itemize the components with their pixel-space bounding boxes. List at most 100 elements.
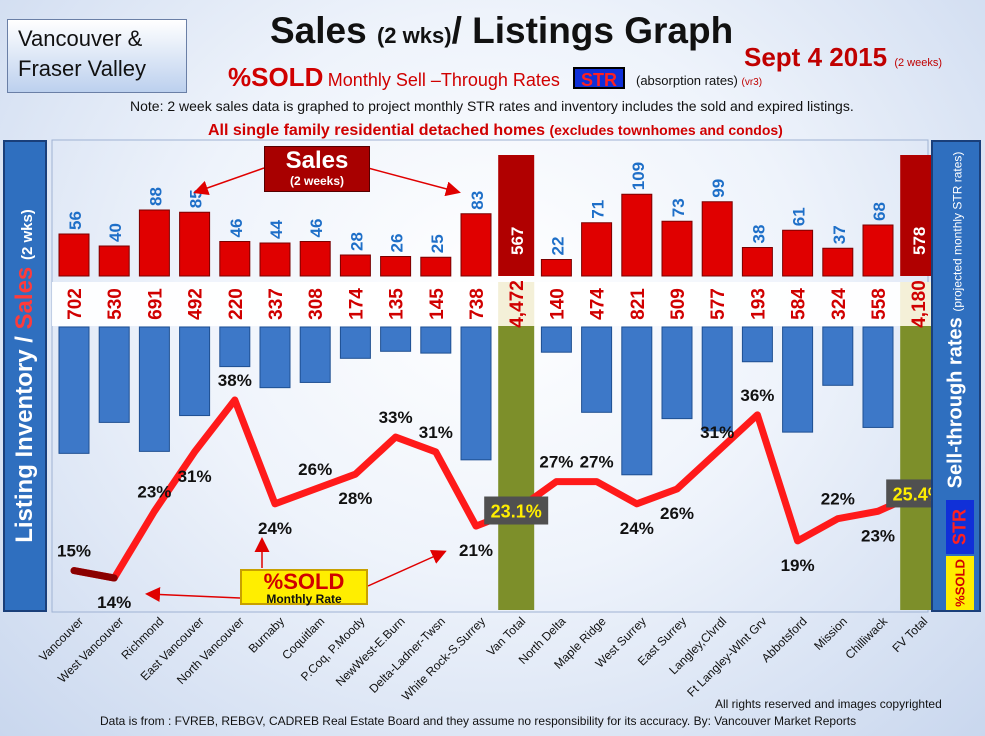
inventory-bar xyxy=(299,326,331,383)
sales-callout-title: Sales xyxy=(285,147,349,174)
sales-value-label: 46 xyxy=(307,219,326,238)
str-percent-label: 31% xyxy=(700,423,734,442)
inventory-value-label: 821 xyxy=(628,288,649,320)
str-percent-label: 14% xyxy=(97,593,131,612)
sold-vertical-text: %SOLD xyxy=(952,559,968,607)
sales-value-label: 99 xyxy=(709,179,728,198)
inventory-bar xyxy=(219,326,251,368)
rights-note: All rights reserved and images copyright… xyxy=(715,697,942,711)
inventory-value-label: 145 xyxy=(427,288,448,320)
inventory-bar xyxy=(259,326,291,389)
inventory-value-label: 474 xyxy=(588,288,609,320)
str-percent-label: 22% xyxy=(821,490,855,509)
sales-bar xyxy=(782,229,814,277)
pct-layer: 15% 14% 23% 31% 38% 24% 26% 28% 33% 31% 21% 23.1% 27… xyxy=(57,371,951,612)
str-percent-label: 24% xyxy=(258,519,292,538)
sales-bar xyxy=(581,222,613,277)
inventory-value-label: 691 xyxy=(145,288,166,320)
subtitle: %SOLD Monthly Sell –Through Rates xyxy=(228,62,560,93)
sales-value-label: 61 xyxy=(790,207,809,226)
subtitle-rates: Monthly Sell –Through Rates xyxy=(327,70,560,90)
inventory-value-label: 174 xyxy=(346,288,367,320)
sales-value-label: 56 xyxy=(66,211,85,230)
inventory-value-label: 135 xyxy=(387,288,408,320)
region-line2: Fraser Valley xyxy=(18,56,146,81)
sales-value-label: 37 xyxy=(830,225,849,244)
inventory-value-label: 4,472 xyxy=(507,280,528,328)
inventory-bar xyxy=(661,326,693,420)
date-note: (2 weeks) xyxy=(894,57,943,69)
total-sales-bar xyxy=(900,155,937,276)
sales-bar xyxy=(741,247,773,277)
sales-value-label: 40 xyxy=(106,223,125,242)
str-badge: STR xyxy=(573,67,625,90)
inventory-value-label: 4,180 xyxy=(909,280,930,328)
date-text: Sept 4 2015 xyxy=(744,42,888,72)
sales-value-label: 88 xyxy=(146,187,165,206)
annotation-arrow xyxy=(193,167,265,196)
sales-bar xyxy=(621,193,653,277)
sales-bar xyxy=(138,209,170,277)
str-percent-label: 31% xyxy=(419,423,453,442)
inventory-value-label: 140 xyxy=(547,288,568,320)
inventory-bar xyxy=(581,326,613,413)
sales-value-label: 578 xyxy=(910,227,929,255)
sales-value-label: 26 xyxy=(388,234,407,253)
inventory-value-label: 584 xyxy=(789,288,810,320)
str-percent-label: 23% xyxy=(861,526,895,545)
annotation-arrow xyxy=(367,550,447,587)
sales-bar xyxy=(862,224,894,277)
left-label-inventory: Listing Inventory / xyxy=(11,329,38,543)
str-percent-label: 38% xyxy=(218,371,252,390)
total-str-label: 23.1% xyxy=(491,502,542,522)
page-title: Sales (2 wks)/ Listings Graph xyxy=(270,10,733,52)
annotation-arrow xyxy=(145,587,241,603)
total-label-cell xyxy=(498,282,535,326)
str-percent-label: 26% xyxy=(298,460,332,479)
sales-bar xyxy=(460,213,492,277)
inventory-label-band xyxy=(52,282,928,326)
right-axis-label: Sell-through rates (projected monthly ST… xyxy=(945,152,968,489)
sales-bar xyxy=(299,241,331,277)
sales-bar xyxy=(420,256,452,277)
left-side-panel xyxy=(3,140,47,612)
sales-value-label: 44 xyxy=(267,220,286,239)
annotation-arrow xyxy=(367,167,461,197)
sales-value-label: 46 xyxy=(227,219,246,238)
scope-main: All single family residential detached h… xyxy=(208,122,545,139)
inventory-value-label: 337 xyxy=(266,288,287,320)
title-part1: Sales xyxy=(270,10,367,51)
scope-detail: (excludes townhomes and condos) xyxy=(549,122,783,138)
category-label: Chilliwack xyxy=(843,614,891,662)
sales-value-label: 71 xyxy=(589,200,608,219)
inventory-value-label: 193 xyxy=(748,288,769,320)
note-line: Note: 2 week sales data is graphed to pr… xyxy=(130,98,854,114)
inventory-bar xyxy=(621,326,653,476)
str-percent-label: 15% xyxy=(57,542,91,561)
category-label: Ft Langley-Wlnt Grv xyxy=(684,614,769,699)
str-percent-label: 28% xyxy=(338,489,372,508)
sales-value-label: 25 xyxy=(428,234,447,253)
sales-callout: Sales (2 weeks) xyxy=(264,146,370,192)
str-percent-label: 27% xyxy=(539,453,573,472)
inventory-value-label: 577 xyxy=(708,288,729,320)
inventory-bar xyxy=(380,326,412,352)
sales-value-label: 22 xyxy=(548,237,567,256)
inventory-value-label: 702 xyxy=(65,288,86,320)
inventory-bar xyxy=(741,326,773,363)
str-percent-label: 33% xyxy=(379,408,413,427)
left-label-sales: Sales xyxy=(11,266,38,330)
sales-bar xyxy=(701,201,733,277)
absorption-text: (absorption rates) xyxy=(636,73,738,88)
inventory-value-label: 530 xyxy=(105,288,126,320)
inventory-bar xyxy=(782,326,814,433)
category-label: Mission xyxy=(811,614,850,653)
inventory-value-label: 738 xyxy=(467,288,488,320)
label-layer: 702 530 691 492 220 337 308 174 135 145 738 4,472 14… xyxy=(52,162,937,328)
inventory-bar xyxy=(540,326,572,353)
sales-bar xyxy=(179,211,211,277)
region-line1: Vancouver & xyxy=(18,26,143,51)
inventory-bar xyxy=(822,326,854,386)
